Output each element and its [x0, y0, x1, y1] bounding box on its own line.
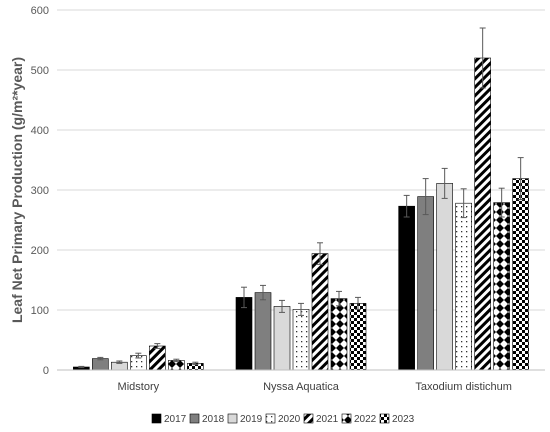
legend-label: 2019	[240, 414, 263, 425]
legend-label: 2022	[354, 414, 377, 425]
bar	[349, 303, 367, 371]
y-tick-label: 400	[31, 125, 49, 137]
bar	[311, 253, 329, 371]
bar	[292, 309, 310, 371]
legend-label: 2021	[316, 414, 339, 425]
bar	[474, 57, 491, 371]
y-tick-label: 200	[31, 245, 49, 257]
y-tick-label: 300	[31, 185, 49, 197]
category-label: Midstory	[118, 381, 160, 393]
y-tick-label: 600	[31, 5, 49, 17]
y-tick-label: 500	[31, 65, 49, 77]
bar	[330, 298, 348, 371]
bar	[398, 205, 415, 371]
bar	[149, 345, 166, 371]
bar	[273, 306, 291, 371]
legend-swatch	[341, 413, 352, 424]
y-axis-label: Leaf Net Primary Production (g/m²*year)	[9, 57, 25, 323]
bar	[493, 202, 510, 371]
legend-label: 2023	[392, 414, 415, 425]
bar	[512, 178, 529, 371]
legend-swatch	[303, 413, 314, 424]
category-label: Taxodium distichum	[415, 381, 512, 393]
error-bars	[78, 27, 524, 369]
legend: 2017 2018 2019 2020 2021 2022 2023	[151, 413, 415, 425]
category-labels: Midstory Nyssa Aquatica Taxodium distichum	[118, 381, 512, 393]
legend-label: 2020	[278, 414, 301, 425]
legend-label: 2018	[202, 414, 225, 425]
legend-label: 2017	[164, 414, 187, 425]
legend-swatch	[151, 413, 162, 424]
bar	[254, 292, 272, 371]
bar	[455, 202, 472, 371]
bar	[417, 196, 434, 371]
y-axis-ticks: 0 100 200 300 400 500 600	[31, 5, 49, 377]
legend-swatch	[189, 413, 200, 424]
legend-swatch	[227, 413, 238, 424]
legend-swatch	[265, 413, 276, 424]
bars	[73, 57, 529, 371]
bar	[235, 297, 253, 371]
category-label: Nyssa Aquatica	[263, 381, 340, 393]
y-tick-label: 0	[43, 365, 49, 377]
bar	[92, 358, 109, 371]
legend-swatch	[379, 413, 390, 424]
bar	[436, 183, 453, 371]
y-tick-label: 100	[31, 305, 49, 317]
